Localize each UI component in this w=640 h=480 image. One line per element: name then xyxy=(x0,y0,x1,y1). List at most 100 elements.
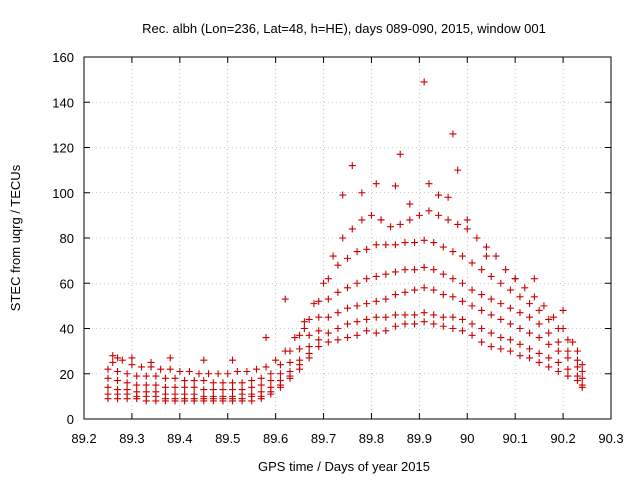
data-point xyxy=(506,286,514,294)
data-point xyxy=(353,248,361,256)
plot-frame xyxy=(83,56,612,420)
data-point xyxy=(425,180,433,188)
data-point xyxy=(578,361,586,369)
data-point xyxy=(482,243,490,251)
data-point xyxy=(109,352,117,360)
data-point xyxy=(320,279,328,287)
data-point xyxy=(444,193,452,201)
data-point xyxy=(564,347,572,355)
data-point xyxy=(377,216,385,224)
data-point xyxy=(344,304,351,312)
data-point xyxy=(372,180,380,188)
data-point xyxy=(243,367,251,375)
data-point xyxy=(420,263,428,271)
data-point xyxy=(449,130,457,138)
data-point xyxy=(396,150,404,158)
data-point xyxy=(554,358,562,366)
data-point xyxy=(300,318,308,326)
data-point xyxy=(358,216,366,224)
data-point xyxy=(353,331,361,339)
data-point xyxy=(497,300,505,308)
data-point xyxy=(487,311,495,319)
y-tick-label: 120 xyxy=(52,141,74,156)
grid-lines xyxy=(84,57,611,419)
data-point xyxy=(305,331,313,339)
data-point xyxy=(478,266,486,274)
data-point xyxy=(506,336,514,344)
data-point xyxy=(296,356,304,364)
data-point xyxy=(133,381,141,389)
data-point xyxy=(200,377,208,385)
data-point xyxy=(530,293,538,301)
data-point xyxy=(391,182,399,190)
data-point xyxy=(123,386,131,394)
data-point xyxy=(267,383,275,391)
data-point xyxy=(497,315,505,323)
data-point xyxy=(219,392,227,400)
data-point xyxy=(449,325,457,332)
data-point xyxy=(166,365,174,373)
data-point xyxy=(229,386,237,394)
data-point xyxy=(128,354,136,362)
data-point xyxy=(104,374,112,382)
data-point xyxy=(564,336,572,344)
data-point xyxy=(550,313,558,321)
data-point xyxy=(478,325,486,332)
data-point xyxy=(458,297,466,305)
data-point xyxy=(334,325,342,332)
data-point xyxy=(353,279,361,287)
data-point xyxy=(348,162,356,170)
data-point xyxy=(573,363,581,371)
data-point xyxy=(406,216,414,224)
data-point xyxy=(334,288,342,296)
x-tick-label: 90 xyxy=(460,431,474,446)
data-point xyxy=(291,334,299,342)
data-point xyxy=(353,302,361,310)
data-point xyxy=(420,236,428,244)
data-point xyxy=(526,313,534,321)
data-point xyxy=(530,275,538,283)
data-point xyxy=(411,320,419,328)
data-point xyxy=(468,302,476,310)
data-point xyxy=(123,370,131,378)
data-point xyxy=(420,284,428,292)
data-point xyxy=(200,386,208,394)
data-point xyxy=(406,200,414,208)
data-point xyxy=(353,318,361,326)
data-point xyxy=(396,220,404,228)
data-point xyxy=(458,315,466,323)
data-point xyxy=(382,313,390,321)
data-point xyxy=(128,361,136,369)
data-point xyxy=(315,327,323,335)
data-point xyxy=(205,370,213,378)
data-point xyxy=(248,383,256,391)
data-point xyxy=(573,372,581,380)
data-point xyxy=(526,329,534,337)
data-point xyxy=(535,358,543,366)
data-point xyxy=(578,367,586,375)
data-point xyxy=(545,340,553,348)
data-point xyxy=(142,388,150,396)
data-point xyxy=(492,252,500,260)
data-point xyxy=(497,345,505,353)
data-point xyxy=(411,239,419,247)
data-point xyxy=(487,329,495,337)
data-point xyxy=(449,248,457,256)
x-tick-label: 89.2 xyxy=(71,431,96,446)
data-point xyxy=(305,349,313,357)
data-point xyxy=(411,266,419,274)
data-point xyxy=(200,356,208,364)
data-point xyxy=(104,365,112,373)
data-point xyxy=(535,320,543,328)
data-point xyxy=(315,336,323,344)
x-tick-label: 90.2 xyxy=(550,431,575,446)
x-tick-labels: 89.2 89.3 89.4 89.5 89.6 89.7 89.8 89.9 90 90.1 90… xyxy=(71,431,623,446)
data-point xyxy=(286,367,294,375)
data-point xyxy=(516,340,524,348)
data-point xyxy=(372,297,380,305)
data-point xyxy=(569,338,577,346)
x-tick-label: 89.6 xyxy=(263,431,288,446)
data-point xyxy=(363,245,371,253)
y-tick-label: 160 xyxy=(52,50,74,65)
data-point xyxy=(458,279,466,287)
